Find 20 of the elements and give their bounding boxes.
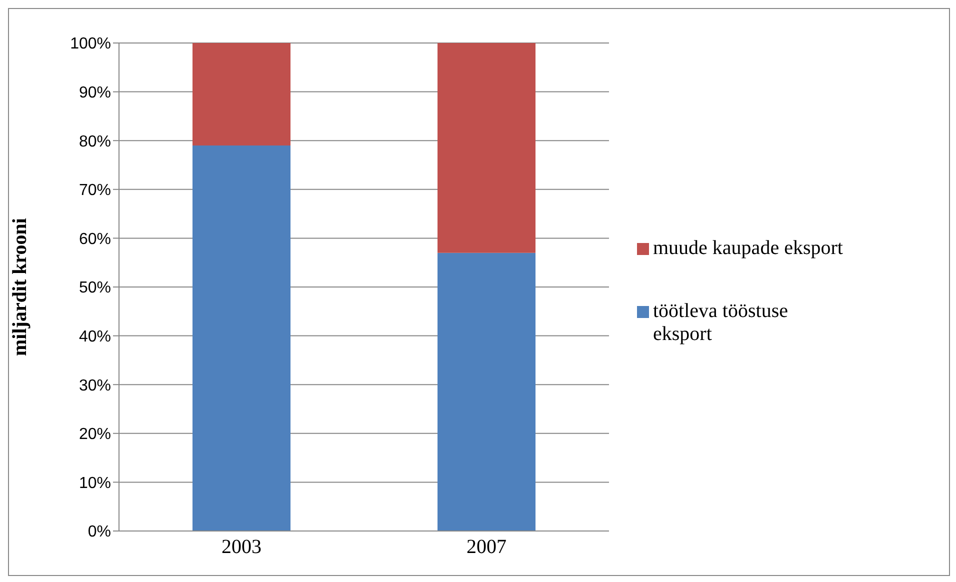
legend-label: töötleva tööstuse eksport: [653, 300, 789, 346]
y-tick-label: 90%: [78, 84, 111, 102]
y-tick-label: 30%: [78, 377, 111, 394]
y-tick-label: 70%: [78, 182, 111, 200]
bar: [438, 252, 536, 531]
x-tick-label: 2003: [222, 536, 262, 558]
y-tick-label: 20%: [78, 426, 111, 444]
y-tick-label: 80%: [78, 133, 111, 150]
y-tick-label: 40%: [78, 328, 111, 346]
y-tick-label: 50%: [78, 280, 111, 297]
bar: [192, 43, 290, 146]
y-axis-title: miljardit krooni: [9, 218, 32, 356]
y-tick-label: 10%: [78, 474, 111, 492]
bar: [438, 43, 536, 253]
y-tick-label: 100%: [70, 36, 111, 53]
legend-label: muude kaupade eksport: [653, 237, 843, 260]
y-tick-label: 60%: [78, 230, 111, 248]
y-tick-label: 0%: [88, 524, 111, 541]
bar: [192, 145, 290, 531]
x-tick-label: 2007: [466, 536, 506, 558]
